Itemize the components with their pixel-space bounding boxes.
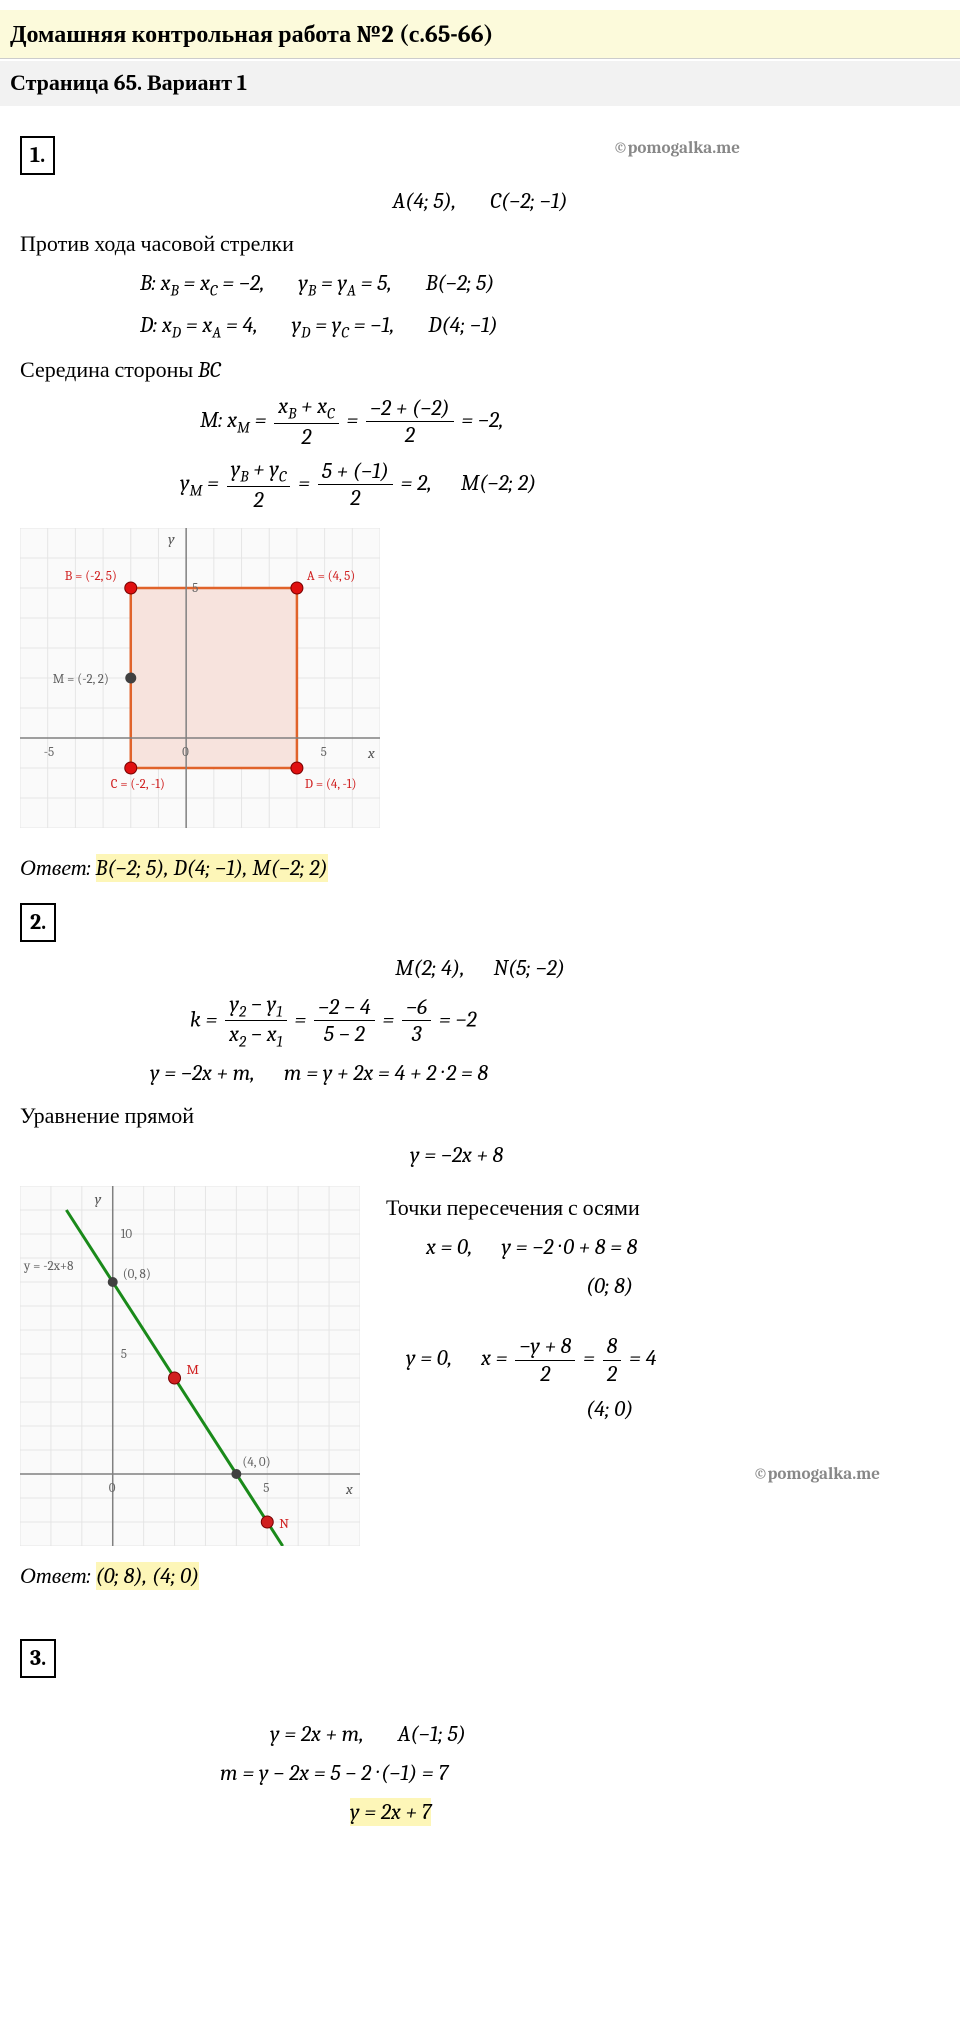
svg-text:x: x (367, 744, 375, 762)
svg-text:y = -2x+8: y = -2x+8 (23, 1259, 73, 1274)
answer-label: Ответ (20, 1563, 87, 1589)
chart-2-line: x y 0 5 5 10 (0, 8) (4, 0) M Ny = -2x+8 (20, 1186, 360, 1546)
line-d: D: xD = xA = 4, yD = yC = −1, D(4; −1) (20, 309, 940, 345)
answer-2-value: (0; 8), (4; 0) (96, 1562, 200, 1590)
svg-text:C = (-2, -1): C = (-2, -1) (111, 777, 165, 792)
midpoint-y: yM = yB + yC2 = 5 + (−1)2 = 2, M(−2; 2) (20, 456, 940, 513)
watermark: ©pomogalka.me (386, 1462, 880, 1488)
task-1: 1. ©pomogalka.me A(4; 5), C(−2; −1) Прот… (20, 136, 940, 885)
svg-text:5: 5 (321, 745, 327, 760)
page-subtitle: Страница 65. Вариант 1 (0, 61, 960, 106)
svg-text:M: M (187, 1361, 200, 1378)
svg-text:B = (-2, 5): B = (-2, 5) (65, 569, 117, 584)
svg-text:(0, 8): (0, 8) (123, 1267, 151, 1282)
svg-text:0: 0 (109, 1481, 116, 1496)
task-number: 1. (20, 136, 55, 175)
svg-text:(4, 0): (4, 0) (242, 1455, 270, 1470)
label-midpoint: Середина стороны BC (20, 354, 940, 387)
answer-2: Ответ: (0; 8), (4; 0) (20, 1560, 940, 1593)
midpoint-x: M: xM = xB + xC2 = −2 + (−2)2 = −2, (20, 393, 940, 450)
label-intercepts: Точки пересечения с осями (386, 1192, 940, 1225)
svg-text:A = (4, 5): A = (4, 5) (307, 569, 355, 584)
task-number: 2. (20, 903, 56, 942)
x-zero: x = 0, y = −2 · 0 + 8 = 8 (386, 1231, 940, 1264)
task-3: 3. y = 2x + m, A(−1; 5) m = y − 2x = 5 −… (20, 1639, 940, 1829)
t3-line1: y = 2x + m, A(−1; 5) (20, 1718, 940, 1751)
svg-text:0: 0 (182, 745, 189, 760)
svg-text:M = (-2, 2): M = (-2, 2) (53, 672, 109, 687)
point-08: (0; 8) (386, 1270, 940, 1303)
chart-1-square: x y -5 0 5 5 A = (4, 5) B = (-2, 5) C = (-2, -1)… (20, 528, 380, 828)
t3-line3: y = 2x + 7 (20, 1796, 940, 1829)
page-title: Домашняя контрольная работа №2 (с.65-66) (0, 10, 960, 59)
svg-text:5: 5 (121, 1347, 127, 1362)
svg-text:y: y (168, 530, 175, 548)
svg-text:x: x (345, 1480, 353, 1498)
answer-label: Ответ (20, 855, 87, 881)
given-points-2: M(2; 4), N(5; −2) (20, 952, 940, 985)
svg-text:y: y (95, 1190, 102, 1208)
slope-k: k = y2 − y1x2 − x1 = −2 − 45 − 2 = −63 =… (20, 991, 940, 1052)
y-zero: y = 0, x = −y + 82 = 82 = 4 (386, 1333, 940, 1387)
given-points: A(4; 5), C(−2; −1) (20, 185, 940, 218)
answer-1-value: B(−2; 5), D(4; −1), M(−2; 2) (96, 854, 328, 882)
answer-1: Ответ: B(−2; 5), D(4; −1), M(−2; 2) (20, 852, 940, 885)
svg-text:N: N (279, 1515, 289, 1532)
svg-text:5: 5 (263, 1481, 269, 1496)
task-number: 3. (20, 1639, 56, 1678)
svg-text:5: 5 (192, 581, 198, 596)
task-2: 2. M(2; 4), N(5; −2) k = y2 − y1x2 − x1 … (20, 903, 940, 1594)
label-ccw: Против хода часовой стрелки (20, 228, 940, 261)
svg-text:-5: -5 (44, 745, 54, 760)
t3-line2: m = y − 2x = 5 − 2 · (−1) = 7 (20, 1757, 940, 1790)
watermark: ©pomogalka.me (613, 136, 740, 162)
svg-text:10: 10 (121, 1227, 133, 1242)
label-equation: Уравнение прямой (20, 1100, 940, 1133)
line-b: B: xB = xC = −2, yB = yA = 5, B(−2; 5) (20, 267, 940, 303)
line-m-calc: y = −2x + m, m = y + 2x = 4 + 2 · 2 = 8 (20, 1057, 940, 1090)
point-40: (4; 0) (386, 1393, 940, 1426)
svg-text:D = (4, -1): D = (4, -1) (305, 777, 357, 792)
line-equation: y = −2x + 8 (20, 1139, 940, 1172)
